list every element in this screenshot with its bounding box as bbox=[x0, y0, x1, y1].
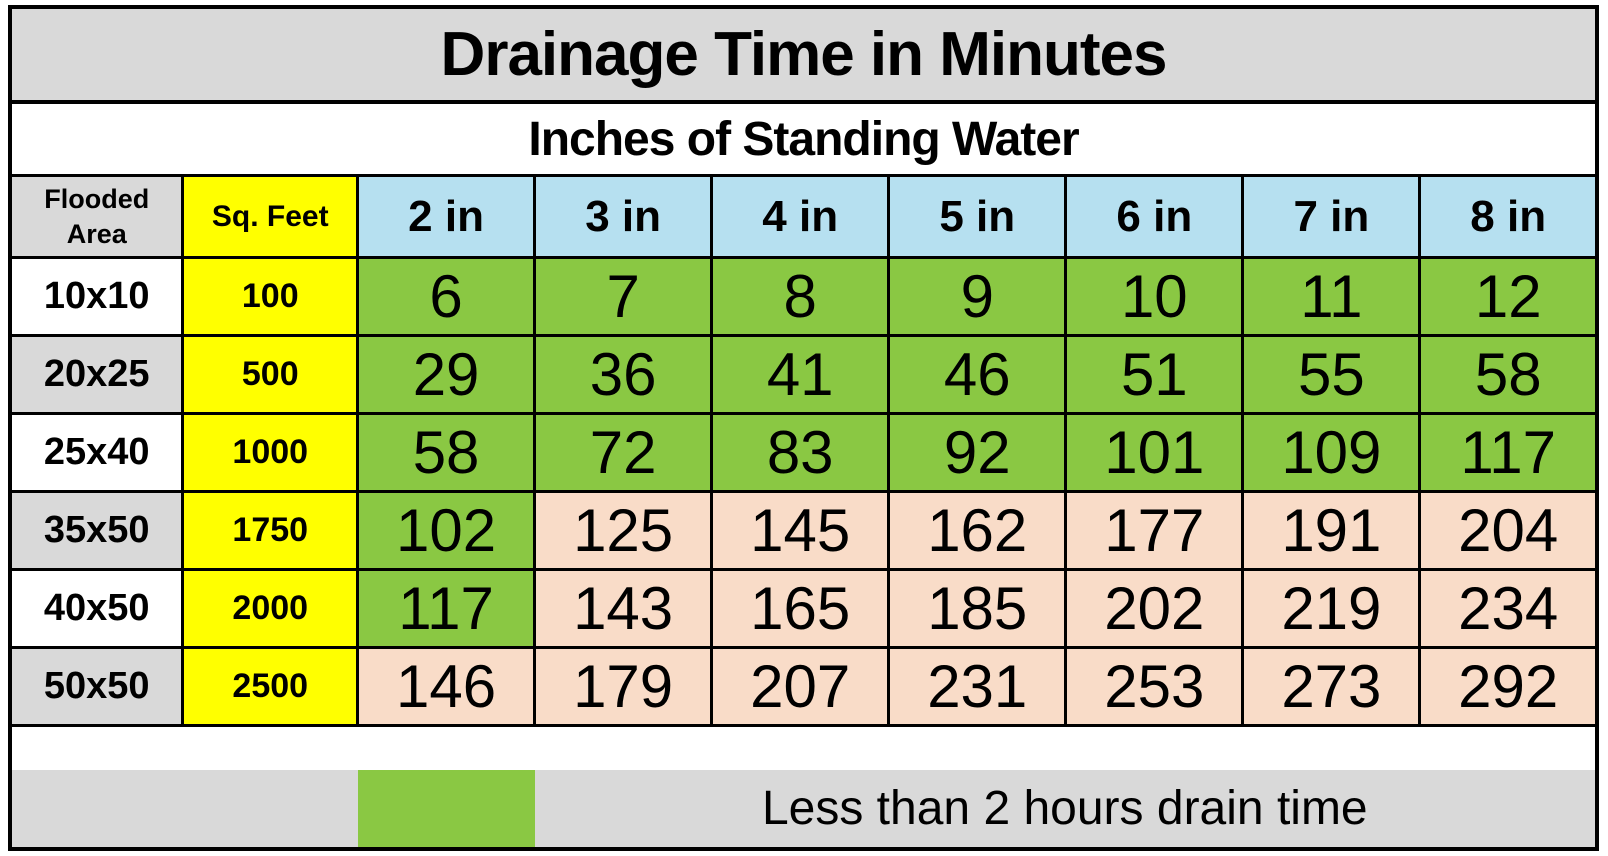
drainage-table-container: Drainage Time in Minutes Inches of Stand… bbox=[8, 5, 1599, 851]
minutes-cell: 231 bbox=[887, 645, 1068, 727]
minutes-cell: 273 bbox=[1241, 645, 1422, 727]
minutes-cell: 117 bbox=[1418, 412, 1599, 493]
sq-feet-header: Sq. Feet bbox=[181, 174, 360, 260]
legend-row: Less than 2 hours drain time bbox=[10, 770, 1597, 849]
water-depth-header-5in: 5 in bbox=[887, 174, 1068, 260]
minutes-cell: 7 bbox=[533, 256, 714, 338]
legend-green-swatch bbox=[357, 770, 535, 849]
title-row: Drainage Time in Minutes bbox=[8, 5, 1599, 105]
table-row: 40x50 2000 117 143 165 185 202 219 234 bbox=[8, 567, 1599, 649]
legend-label: Less than 2 hours drain time bbox=[534, 770, 1597, 849]
header-row: Flooded Area Sq. Feet 2 in 3 in 4 in 5 in 6 … bbox=[8, 174, 1599, 260]
sq-feet-cell: 2500 bbox=[181, 645, 360, 727]
table-row: 35x50 1750 102 125 145 162 177 191 204 bbox=[8, 489, 1599, 571]
minutes-cell: 253 bbox=[1064, 645, 1245, 727]
drainage-table: Drainage Time in Minutes Inches of Stand… bbox=[8, 5, 1599, 851]
minutes-cell: 58 bbox=[1418, 334, 1599, 416]
minutes-cell: 219 bbox=[1241, 567, 1422, 649]
minutes-cell: 145 bbox=[710, 489, 891, 571]
minutes-cell: 109 bbox=[1241, 412, 1422, 493]
subtitle-row: Inches of Standing Water bbox=[8, 100, 1599, 178]
water-depth-header-2in: 2 in bbox=[356, 174, 537, 260]
sq-feet-cell: 2000 bbox=[181, 567, 360, 649]
flooded-area-cell: 50x50 bbox=[8, 645, 185, 727]
water-depth-header-7in: 7 in bbox=[1241, 174, 1422, 260]
sq-feet-cell: 1000 bbox=[181, 412, 360, 493]
minutes-cell: 202 bbox=[1064, 567, 1245, 649]
water-depth-header-8in: 8 in bbox=[1418, 174, 1599, 260]
minutes-cell: 177 bbox=[1064, 489, 1245, 571]
sq-feet-cell: 1750 bbox=[181, 489, 360, 571]
minutes-cell: 234 bbox=[1418, 567, 1599, 649]
minutes-cell: 51 bbox=[1064, 334, 1245, 416]
flooded-area-header: Flooded Area bbox=[8, 174, 185, 260]
minutes-cell: 9 bbox=[887, 256, 1068, 338]
minutes-cell: 292 bbox=[1418, 645, 1599, 727]
minutes-cell: 162 bbox=[887, 489, 1068, 571]
flooded-area-cell: 25x40 bbox=[8, 412, 185, 493]
table-row: 50x50 2500 146 179 207 231 253 273 292 bbox=[8, 645, 1599, 727]
spacer-row bbox=[10, 723, 1597, 771]
minutes-cell: 191 bbox=[1241, 489, 1422, 571]
minutes-cell: 83 bbox=[710, 412, 891, 493]
legend-spacer bbox=[10, 770, 358, 849]
minutes-cell: 55 bbox=[1241, 334, 1422, 416]
minutes-cell: 8 bbox=[710, 256, 891, 338]
minutes-cell: 102 bbox=[356, 489, 537, 571]
minutes-cell: 117 bbox=[356, 567, 537, 649]
sq-feet-cell: 500 bbox=[181, 334, 360, 416]
flooded-area-cell: 40x50 bbox=[8, 567, 185, 649]
table-body: 10x10 100 6 7 8 9 10 11 12 20x25 500 29 36 41 46 51 55 58… bbox=[8, 256, 1599, 727]
minutes-cell: 36 bbox=[533, 334, 714, 416]
minutes-cell: 101 bbox=[1064, 412, 1245, 493]
minutes-cell: 165 bbox=[710, 567, 891, 649]
table-row: 10x10 100 6 7 8 9 10 11 12 bbox=[8, 256, 1599, 338]
minutes-cell: 143 bbox=[533, 567, 714, 649]
minutes-cell: 10 bbox=[1064, 256, 1245, 338]
table-title: Drainage Time in Minutes bbox=[8, 5, 1599, 105]
standing-water-header: Inches of Standing Water bbox=[8, 100, 1599, 178]
minutes-cell: 12 bbox=[1418, 256, 1599, 338]
flooded-area-cell: 20x25 bbox=[8, 334, 185, 416]
minutes-cell: 204 bbox=[1418, 489, 1599, 571]
water-depth-header-4in: 4 in bbox=[710, 174, 891, 260]
minutes-cell: 46 bbox=[887, 334, 1068, 416]
minutes-cell: 179 bbox=[533, 645, 714, 727]
minutes-cell: 11 bbox=[1241, 256, 1422, 338]
flooded-area-cell: 10x10 bbox=[8, 256, 185, 338]
minutes-cell: 207 bbox=[710, 645, 891, 727]
minutes-cell: 146 bbox=[356, 645, 537, 727]
minutes-cell: 29 bbox=[356, 334, 537, 416]
table-row: 25x40 1000 58 72 83 92 101 109 117 bbox=[8, 412, 1599, 493]
flooded-area-cell: 35x50 bbox=[8, 489, 185, 571]
water-depth-header-3in: 3 in bbox=[533, 174, 714, 260]
minutes-cell: 41 bbox=[710, 334, 891, 416]
sq-feet-cell: 100 bbox=[181, 256, 360, 338]
water-depth-header-6in: 6 in bbox=[1064, 174, 1245, 260]
minutes-cell: 92 bbox=[887, 412, 1068, 493]
table-row: 20x25 500 29 36 41 46 51 55 58 bbox=[8, 334, 1599, 416]
minutes-cell: 72 bbox=[533, 412, 714, 493]
minutes-cell: 58 bbox=[356, 412, 537, 493]
spacer-cell bbox=[10, 723, 1597, 771]
minutes-cell: 125 bbox=[533, 489, 714, 571]
minutes-cell: 185 bbox=[887, 567, 1068, 649]
minutes-cell: 6 bbox=[356, 256, 537, 338]
